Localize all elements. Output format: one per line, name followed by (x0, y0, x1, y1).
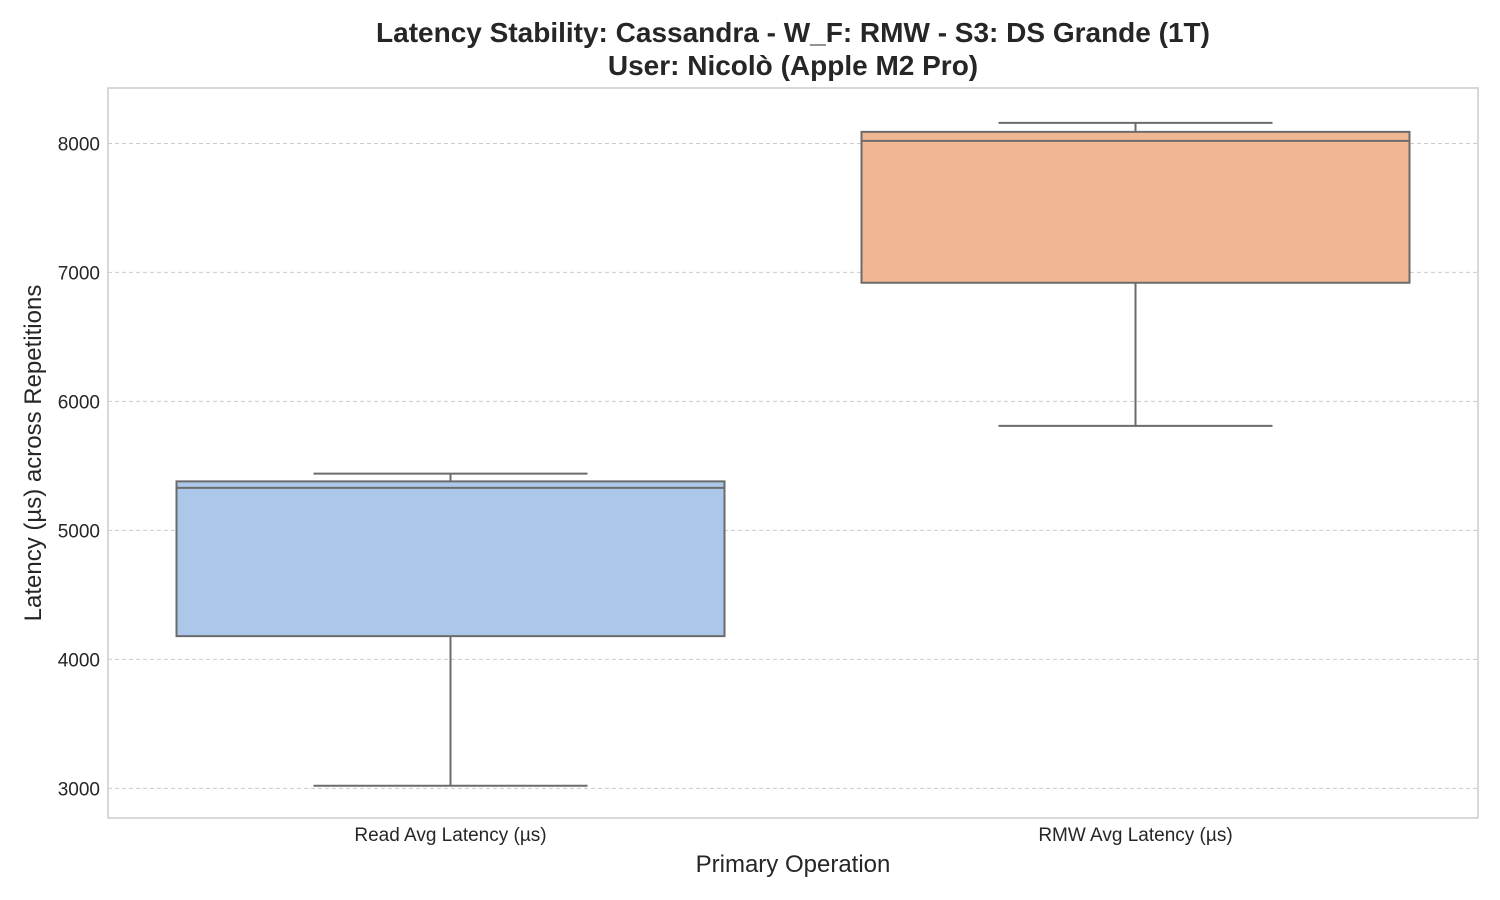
box-group (860, 121, 1411, 427)
box-iqr (860, 130, 1411, 284)
x-axis-label: Primary Operation (696, 851, 891, 878)
y-tick-label: 4000 (58, 650, 100, 671)
box-group (175, 472, 726, 787)
y-tick-label: 5000 (58, 521, 100, 542)
chart-subtitle: User: Nicolò (Apple M2 Pro) (608, 50, 978, 81)
chart-title: Latency Stability: Cassandra - W_F: RMW … (376, 17, 1210, 48)
y-tick-label: 6000 (58, 392, 100, 413)
x-tick-labels: Read Avg Latency (µs) RMW Avg Latency (µs… (354, 825, 1232, 846)
y-tick-label: 7000 (58, 263, 100, 284)
x-tick-label: Read Avg Latency (µs) (354, 825, 546, 846)
x-tick-label: RMW Avg Latency (µs) (1038, 825, 1232, 846)
box-iqr (175, 480, 726, 638)
y-tick-labels: 3000 4000 5000 6000 7000 8000 (58, 134, 100, 800)
y-axis-label: Latency (µs) across Repetitions (20, 285, 47, 622)
y-tick-label: 8000 (58, 134, 100, 155)
y-tick-label: 3000 (58, 779, 100, 800)
plot-frame (107, 87, 1479, 819)
box-layer (175, 121, 1411, 787)
